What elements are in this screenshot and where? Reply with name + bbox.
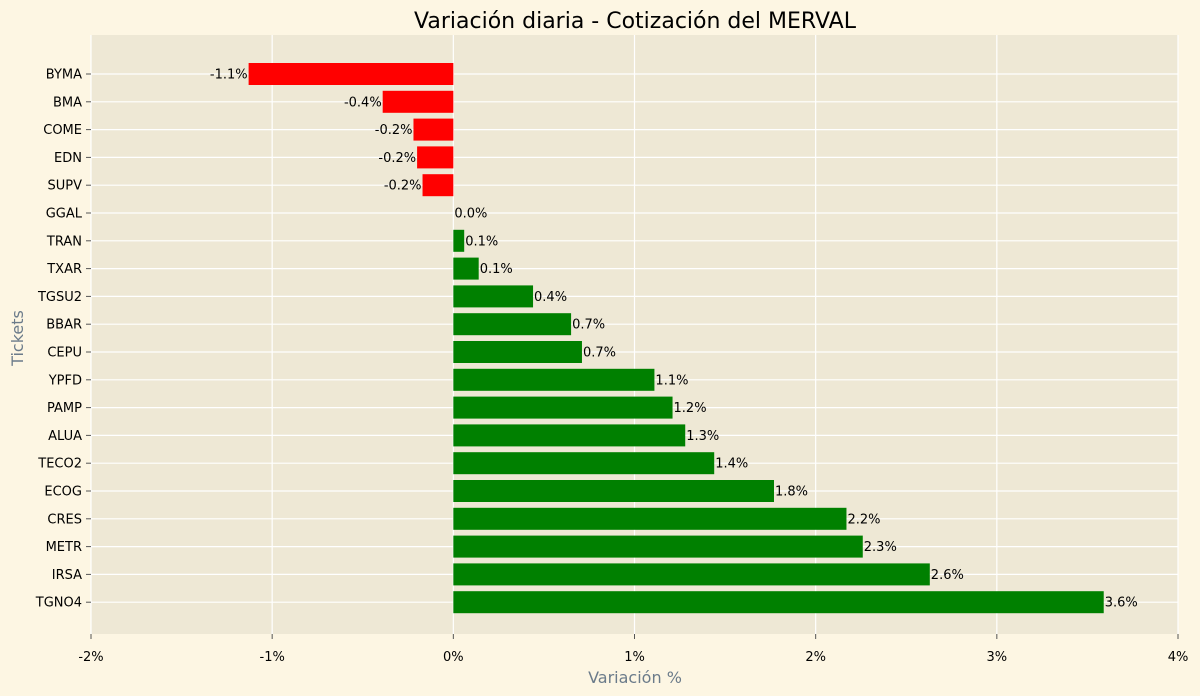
bar-txar bbox=[453, 257, 479, 280]
y-tick-label: TGNO4 bbox=[35, 596, 82, 611]
data-label-edn: -0.2% bbox=[378, 151, 416, 166]
y-tick-label: CRES bbox=[47, 512, 82, 527]
y-tick-label: EDN bbox=[54, 151, 82, 166]
data-label-alua: 1.3% bbox=[686, 429, 719, 444]
y-axis-label: Tickets bbox=[8, 310, 27, 367]
data-label-bbar: 0.7% bbox=[572, 318, 605, 333]
data-label-tgsu2: 0.4% bbox=[534, 290, 567, 305]
data-label-tgno4: 3.6% bbox=[1105, 596, 1138, 611]
bar-metr bbox=[453, 535, 863, 558]
x-axis-label: Variación % bbox=[588, 668, 682, 687]
bar-bbar bbox=[453, 313, 572, 336]
y-tick-label: SUPV bbox=[48, 179, 83, 194]
data-label-irsa: 2.6% bbox=[931, 568, 964, 583]
y-tick-label: BBAR bbox=[46, 318, 82, 333]
data-label-metr: 2.3% bbox=[864, 540, 897, 555]
bar-ecog bbox=[453, 480, 774, 502]
y-axis-ticks: BYMA BMA COME EDN SUPV GGAL TRAN TXAR TGSU2 BBAR C… bbox=[35, 68, 91, 611]
bar-cres bbox=[453, 507, 847, 530]
bar-byma bbox=[248, 63, 454, 85]
y-tick-label: METR bbox=[46, 540, 82, 555]
y-tick-label: BMA bbox=[53, 95, 82, 110]
bars bbox=[248, 63, 1104, 614]
data-label-ecog: 1.8% bbox=[775, 485, 808, 500]
y-tick-label: TXAR bbox=[46, 262, 82, 277]
data-label-bma: -0.4% bbox=[344, 95, 382, 110]
x-tick-label: 0% bbox=[443, 650, 464, 665]
y-tick-label: ECOG bbox=[44, 485, 82, 500]
y-tick-label: CEPU bbox=[47, 346, 82, 361]
x-tick-label: -2% bbox=[78, 650, 103, 665]
bar-tran bbox=[453, 229, 465, 252]
bar-edn bbox=[417, 146, 454, 169]
x-tick-label: 4% bbox=[1168, 650, 1189, 665]
bar-come bbox=[413, 118, 454, 141]
y-tick-label: PAMP bbox=[47, 401, 82, 416]
data-label-ypfd: 1.1% bbox=[655, 373, 688, 388]
x-tick-label: 3% bbox=[987, 650, 1008, 665]
data-label-txar: 0.1% bbox=[480, 262, 513, 277]
y-tick-label: COME bbox=[43, 123, 82, 138]
chart-title: Variación diaria - Cotización del MERVAL bbox=[414, 9, 857, 34]
bar-bma bbox=[382, 90, 454, 113]
bar-tgno4 bbox=[453, 591, 1104, 614]
data-label-byma: -1.1% bbox=[210, 68, 248, 83]
bar-alua bbox=[453, 424, 686, 447]
y-tick-label: YPFD bbox=[48, 373, 82, 388]
x-tick-label: 2% bbox=[805, 650, 826, 665]
data-label-tran: 0.1% bbox=[465, 234, 498, 249]
bar-pamp bbox=[453, 396, 673, 419]
y-tick-label: IRSA bbox=[52, 568, 82, 583]
y-tick-label: BYMA bbox=[46, 68, 82, 83]
y-tick-label: ALUA bbox=[48, 429, 82, 444]
y-tick-label: GGAL bbox=[46, 207, 83, 222]
bar-irsa bbox=[453, 563, 930, 586]
y-tick-label: TRAN bbox=[46, 234, 82, 249]
data-label-teco2: 1.4% bbox=[715, 457, 748, 472]
bar-supv bbox=[422, 174, 454, 197]
bar-teco2 bbox=[453, 452, 715, 475]
x-tick-label: -1% bbox=[260, 650, 285, 665]
bar-tgsu2 bbox=[453, 285, 534, 308]
bar-cepu bbox=[453, 341, 582, 363]
data-label-cres: 2.2% bbox=[847, 512, 880, 527]
data-labels: -1.1% -0.4% -0.2% -0.2% -0.2% 0.0% 0.1% 0.1% 0.4… bbox=[210, 68, 1138, 611]
data-label-come: -0.2% bbox=[375, 123, 413, 138]
data-label-ggal: 0.0% bbox=[454, 207, 487, 222]
y-tick-label: TGSU2 bbox=[37, 290, 82, 305]
data-label-cepu: 0.7% bbox=[583, 346, 616, 361]
bar-ypfd bbox=[453, 368, 655, 391]
x-tick-label: 1% bbox=[624, 650, 645, 665]
data-label-supv: -0.2% bbox=[384, 179, 422, 194]
y-tick-label: TECO2 bbox=[37, 457, 82, 472]
x-axis-ticks: -2% -1% 0% 1% 2% 3% 4% bbox=[78, 634, 1188, 665]
data-label-pamp: 1.2% bbox=[674, 401, 707, 416]
